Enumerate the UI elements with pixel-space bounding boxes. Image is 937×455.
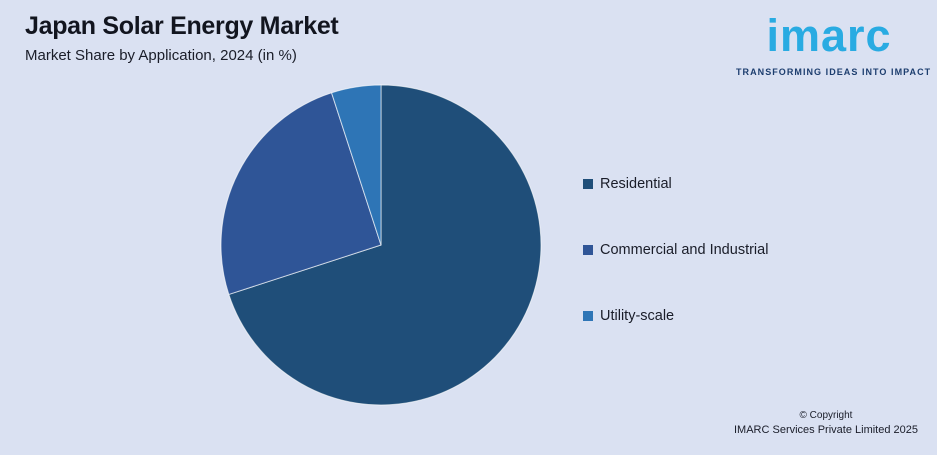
pie-chart [220,84,542,406]
page-title: Japan Solar Energy Market [25,12,339,40]
pie-slice-commercial-and-industrial [220,92,382,295]
legend-item-residential: Residential [583,176,768,192]
imarc-wordmark: imarc [766,10,892,61]
imarc-logo: imarc TRANSFORMING IDEAS INTO IMPACT [736,6,932,77]
pie-slice-residential [228,84,542,406]
legend-label-commercial-and-industrial: Commercial and Industrial [600,242,769,258]
legend-marker-utility-scale [583,311,593,321]
copyright-notice: © Copyright IMARC Services Private Limit… [734,409,918,438]
legend-item-utility-scale: Utility-scale [583,308,768,324]
chart-legend: Residential Commercial and Industrial Ut… [583,176,768,374]
copyright-line2: IMARC Services Private Limited 2025 [733,423,918,436]
pie-slice-utility-scale [331,84,382,246]
legend-marker-residential [583,179,593,189]
copyright-line1: © Copyright [799,409,853,421]
legend-label-utility-scale: Utility-scale [600,308,675,324]
legend-item-commercial-and-industrial: Commercial and Industrial [583,242,768,258]
legend-label-residential: Residential [600,176,672,192]
chart-subtitle: Market Share by Application, 2024 (in %) [25,47,297,64]
legend-marker-commercial-and-industrial [583,245,593,255]
imarc-tagline: TRANSFORMING IDEAS INTO IMPACT [736,67,932,77]
